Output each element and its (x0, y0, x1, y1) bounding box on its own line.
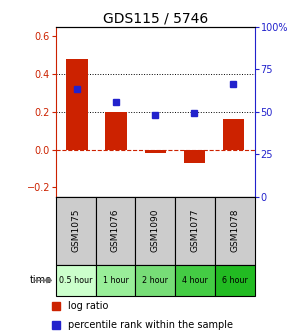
Text: 1 hour: 1 hour (103, 276, 128, 285)
Bar (175, 265, 215, 296)
Bar (144, 150, 166, 153)
Title: GDS115 / 5746: GDS115 / 5746 (103, 12, 208, 26)
Bar (215, 197, 255, 265)
Bar (96, 265, 135, 296)
Text: GSM1077: GSM1077 (191, 209, 200, 252)
Text: percentile rank within the sample: percentile rank within the sample (68, 320, 233, 330)
Text: GSM1075: GSM1075 (71, 209, 80, 252)
Bar (56, 265, 96, 296)
Bar (135, 265, 175, 296)
Text: 6 hour: 6 hour (222, 276, 248, 285)
Bar (223, 119, 244, 150)
Text: GSM1078: GSM1078 (231, 209, 239, 252)
Bar (96, 197, 135, 265)
Bar (215, 265, 255, 296)
Bar (56, 197, 96, 265)
Text: 2 hour: 2 hour (142, 276, 168, 285)
Bar (175, 197, 215, 265)
Text: 4 hour: 4 hour (182, 276, 208, 285)
Bar (105, 112, 127, 150)
Text: GSM1090: GSM1090 (151, 209, 160, 252)
Text: time: time (30, 276, 52, 286)
Text: log ratio: log ratio (68, 301, 108, 311)
Text: GSM1076: GSM1076 (111, 209, 120, 252)
Bar (67, 59, 88, 150)
Bar (135, 197, 175, 265)
Text: 0.5 hour: 0.5 hour (59, 276, 92, 285)
Bar (184, 150, 205, 163)
